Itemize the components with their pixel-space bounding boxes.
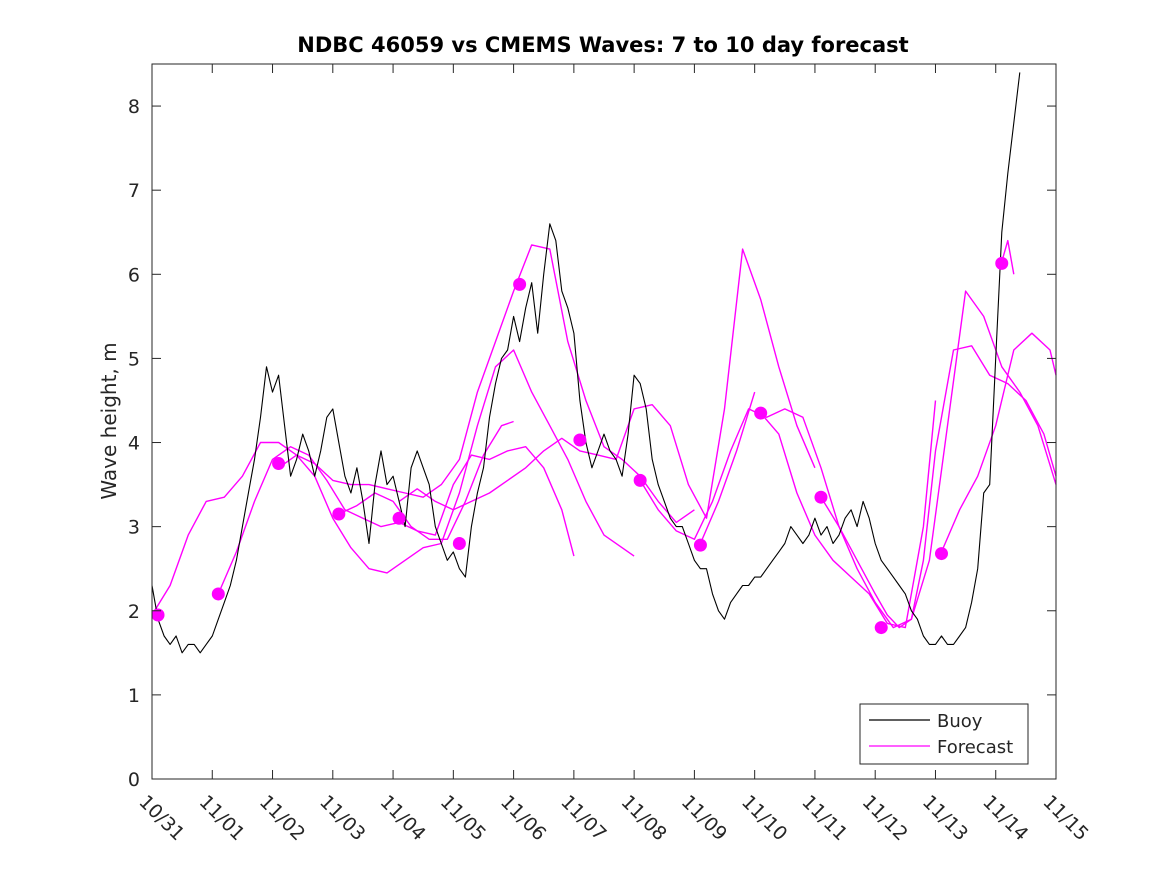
forecast-marker xyxy=(392,511,406,525)
forecast-line xyxy=(639,345,1057,629)
forecast-line xyxy=(699,391,756,544)
y-tick-label: 2 xyxy=(128,601,140,623)
legend: Buoy Forecast xyxy=(859,703,1029,765)
forecast-marker xyxy=(693,538,707,552)
forecast-marker xyxy=(874,621,888,635)
legend-box xyxy=(859,703,1029,765)
forecast-marker xyxy=(995,256,1009,270)
plot-frame xyxy=(151,63,1057,780)
y-tick-label: 1 xyxy=(128,685,140,707)
y-tick-label: 8 xyxy=(128,96,140,118)
forecast-marker xyxy=(934,547,948,561)
forecast-line xyxy=(151,349,635,616)
y-tick-label: 7 xyxy=(128,180,140,202)
forecast-marker xyxy=(211,587,225,601)
legend-forecast-label: Forecast xyxy=(937,737,1013,758)
marker-layer xyxy=(151,256,1009,635)
forecast-line xyxy=(398,248,816,519)
forecast-marker xyxy=(814,490,828,504)
forecast-marker xyxy=(151,608,165,622)
forecast-line xyxy=(760,400,937,629)
forecast-marker xyxy=(452,536,466,550)
forecast-line xyxy=(1001,239,1015,275)
forecast-line xyxy=(820,290,1057,629)
y-tick-label: 3 xyxy=(128,517,140,539)
forecast-marker xyxy=(754,406,768,420)
legend-buoy-label: Buoy xyxy=(937,711,983,732)
forecast-line xyxy=(338,420,514,540)
y-tick-label: 0 xyxy=(128,769,140,791)
forecast-marker xyxy=(332,507,346,521)
forecast-line xyxy=(940,332,1057,553)
y-axis-label: Wave height, m xyxy=(97,342,121,499)
y-tick-label: 5 xyxy=(128,348,140,370)
buoy-line xyxy=(151,72,1021,654)
y-tick-label: 6 xyxy=(128,264,140,286)
y-tick-label: 4 xyxy=(128,433,140,455)
chart-title: NDBC 46059 vs CMEMS Waves: 7 to 10 day f… xyxy=(297,33,908,57)
plot-area xyxy=(152,64,1056,779)
forecast-marker xyxy=(272,457,286,471)
forecast-marker xyxy=(633,473,647,487)
forecast-marker xyxy=(573,433,587,447)
forecast-marker xyxy=(513,277,527,291)
